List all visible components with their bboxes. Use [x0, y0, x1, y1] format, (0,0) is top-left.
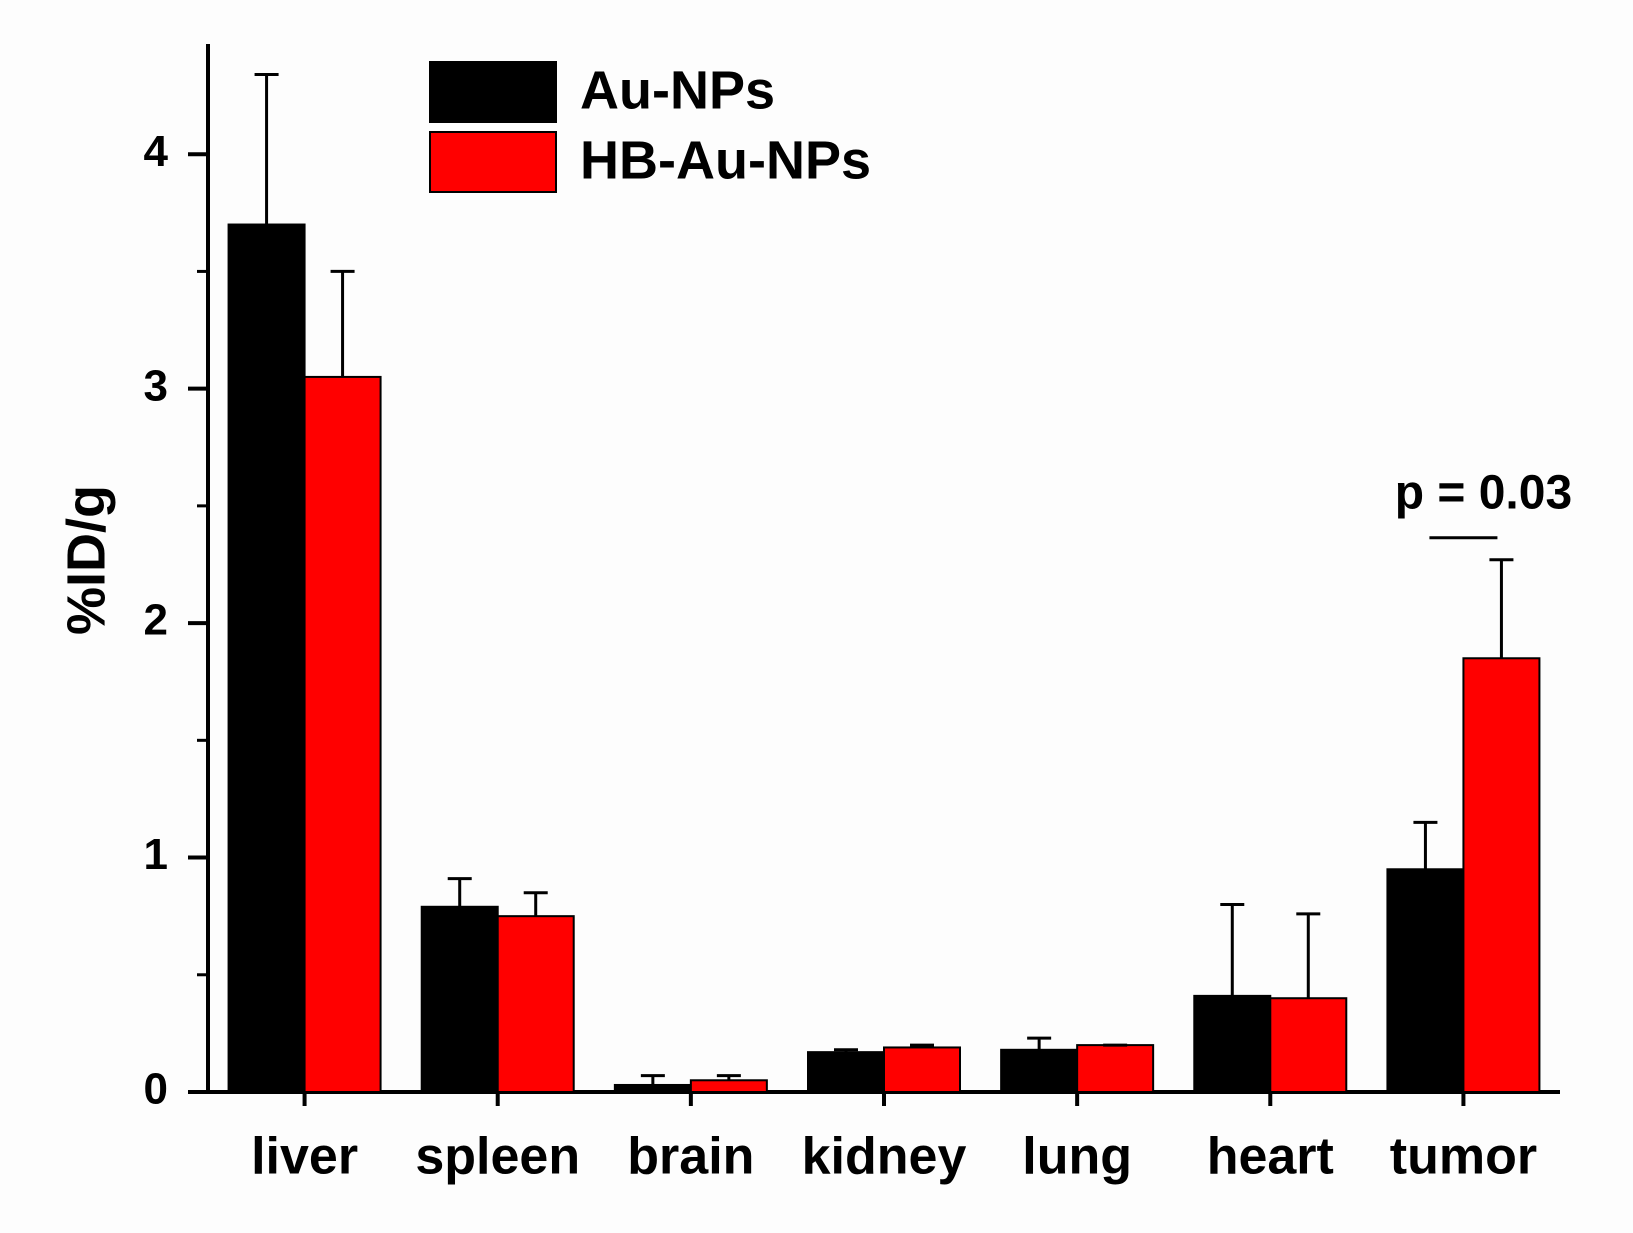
annotation: p = 0.03	[1395, 466, 1572, 519]
y-tick-label: 4	[144, 127, 169, 176]
bar	[1462, 657, 1541, 1093]
error-bar	[447, 877, 472, 907]
error-bar	[1027, 1036, 1052, 1050]
bar	[689, 1079, 768, 1094]
bar	[303, 375, 382, 1093]
y-tick-label: 0	[144, 1065, 168, 1114]
bar	[496, 915, 575, 1093]
bar	[883, 1046, 961, 1093]
bar	[1076, 1044, 1155, 1093]
error-bar	[1489, 558, 1514, 659]
error-bar	[1220, 902, 1245, 996]
error-bar	[910, 1043, 934, 1048]
y-tick-label: 1	[144, 830, 168, 879]
bar	[1386, 868, 1465, 1093]
error-bar	[1413, 820, 1438, 870]
bar	[1269, 997, 1348, 1093]
legend-swatch	[429, 131, 557, 193]
error-bar	[834, 1048, 858, 1053]
error-bar	[716, 1074, 741, 1081]
bar	[227, 223, 306, 1094]
x-tick-label: brain	[627, 1128, 754, 1186]
x-tick-label: tumor	[1390, 1128, 1537, 1186]
x-tick-label: spleen	[415, 1128, 580, 1186]
bar	[1000, 1048, 1079, 1094]
bar	[1193, 994, 1272, 1093]
x-tick-label: kidney	[802, 1128, 967, 1186]
error-bar	[1296, 912, 1321, 999]
error-bar	[254, 72, 279, 225]
legend-label: Au-NPs	[580, 60, 775, 120]
error-bar	[330, 269, 355, 377]
x-tick-label: heart	[1207, 1128, 1334, 1186]
bar	[613, 1083, 692, 1093]
bar	[807, 1051, 885, 1094]
error-bar	[640, 1074, 665, 1085]
error-bar	[523, 891, 548, 917]
y-tick-label: 3	[144, 361, 168, 410]
x-tick-label: lung	[1022, 1128, 1132, 1186]
y-tick-label: 2	[144, 596, 168, 645]
bar	[420, 905, 499, 1094]
x-tick-label: liver	[251, 1128, 358, 1186]
y-axis-label: %ID/g	[56, 485, 116, 635]
legend-label: HB-Au-NPs	[580, 130, 871, 190]
legend-swatch	[429, 61, 557, 123]
